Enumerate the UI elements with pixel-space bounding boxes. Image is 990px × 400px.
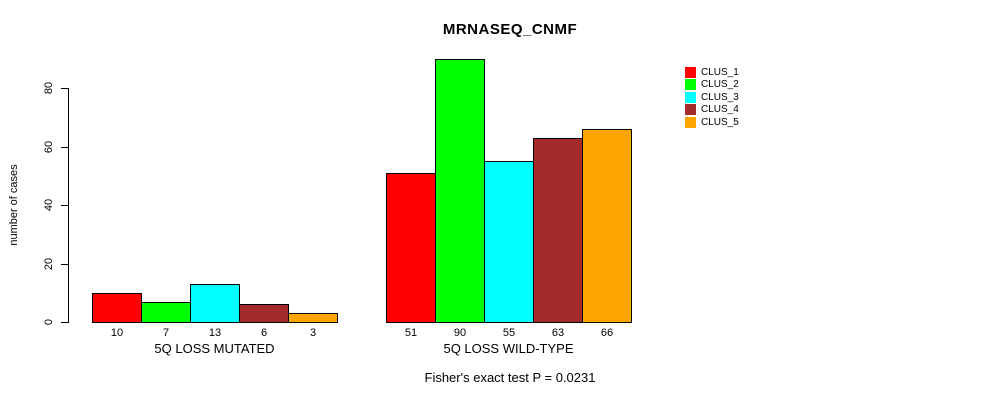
legend-label: CLUS_2: [701, 79, 739, 90]
bar-clus_4-group2: [533, 138, 583, 323]
legend-label: CLUS_4: [701, 104, 739, 115]
bar-clus_2-group2: [435, 59, 485, 323]
bar-value-label: 90: [453, 327, 467, 339]
y-tick-label: 80: [43, 81, 55, 95]
chart-title: MRNASEQ_CNMF: [442, 21, 578, 38]
bar-clus_5-group2: [582, 129, 632, 323]
group-label-2: 5Q LOSS WILD-TYPE: [443, 341, 574, 356]
y-tick-label: 60: [43, 140, 55, 154]
legend-item-clus_3: CLUS_3: [685, 91, 739, 103]
bar-clus_1-group1: [92, 293, 142, 323]
bar-value-label: 55: [502, 327, 516, 339]
legend-swatch: [685, 104, 696, 115]
y-tick-label: 0: [43, 318, 55, 326]
bar-clus_1-group2: [386, 173, 436, 323]
bar-value-label: 51: [404, 327, 418, 339]
legend-item-clus_1: CLUS_1: [685, 66, 739, 78]
bar-value-label: 7: [162, 327, 170, 339]
y-axis: [68, 88, 69, 323]
bar-clus_3-group2: [484, 161, 534, 323]
y-tick-mark: [61, 147, 68, 148]
bar-value-label: 6: [260, 327, 268, 339]
bar-value-label: 66: [600, 327, 614, 339]
y-axis-title: number of cases: [8, 164, 20, 246]
y-tick-mark: [61, 205, 68, 206]
legend-item-clus_5: CLUS_5: [685, 116, 739, 128]
stat-annotation: Fisher's exact test P = 0.0231: [424, 370, 596, 385]
bar-clus_3-group1: [190, 284, 240, 323]
legend-label: CLUS_3: [701, 91, 739, 103]
bar-value-label: 10: [110, 327, 124, 339]
legend-swatch: [685, 79, 696, 90]
y-tick-mark: [61, 264, 68, 265]
bar-clus_4-group1: [239, 304, 289, 323]
bar-value-label: 13: [208, 327, 222, 339]
y-tick-mark: [61, 88, 68, 89]
legend-item-clus_4: CLUS_4: [685, 104, 739, 116]
group-label-1: 5Q LOSS MUTATED: [154, 341, 275, 356]
legend-item-clus_2: CLUS_2: [685, 79, 739, 91]
legend-swatch: [685, 66, 696, 78]
legend-swatch: [685, 91, 696, 103]
legend-label: CLUS_5: [701, 116, 739, 128]
y-tick-label: 40: [43, 198, 55, 212]
legend-swatch: [685, 116, 696, 128]
legend-label: CLUS_1: [701, 66, 739, 78]
bar-clus_5-group1: [288, 313, 338, 323]
y-tick-mark: [61, 322, 68, 323]
bar-clus_2-group1: [141, 302, 191, 323]
y-tick-label: 20: [43, 257, 55, 271]
bar-value-label: 3: [309, 327, 317, 339]
bar-value-label: 63: [551, 327, 565, 339]
